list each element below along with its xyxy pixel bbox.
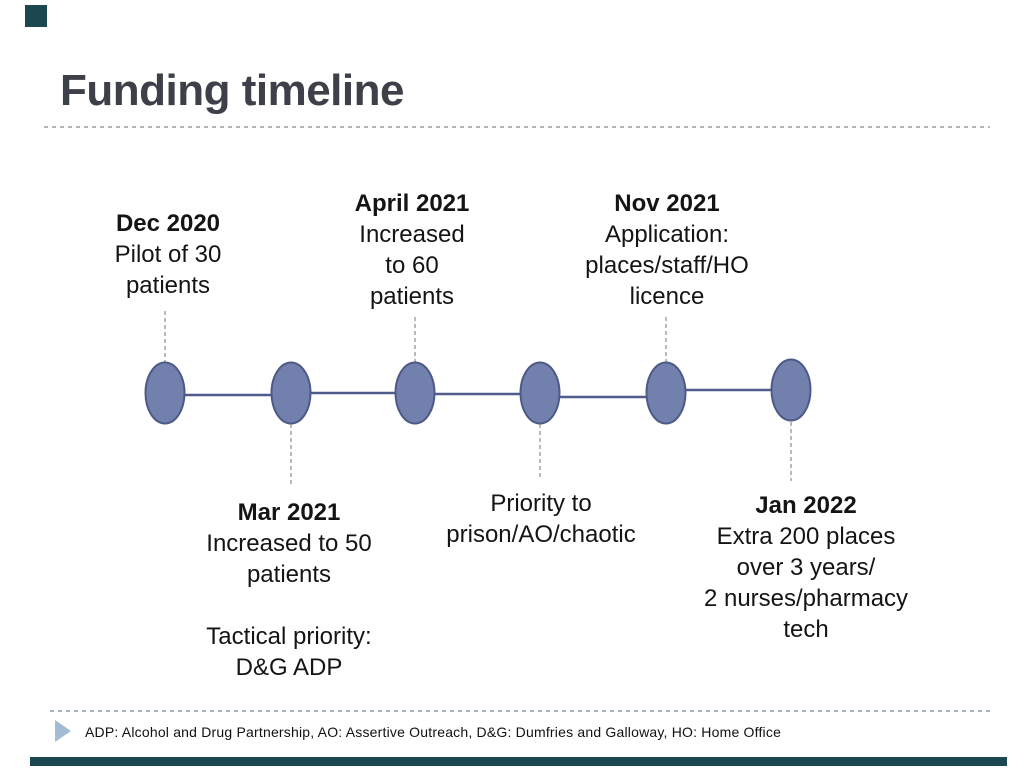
event-text-line: patients	[246, 561, 332, 588]
event-text-line: Application:	[604, 221, 730, 248]
footer-note: ADP: Alcohol and Drug Partnership, AO: A…	[85, 724, 782, 740]
event-text-line: Increased to 50	[206, 530, 372, 557]
timeline-event-jan-2022: Jan 2022 Extra 200 places over 3 years/ …	[704, 490, 908, 645]
event-text-line: tech	[783, 616, 829, 643]
bottom-accent-bar	[30, 757, 1007, 766]
event-text-line: licence	[629, 283, 705, 310]
timeline-node	[519, 361, 561, 425]
event-text-line: patients	[369, 283, 455, 310]
timeline-nodes	[144, 358, 812, 425]
timeline-event-dec-2020: Dec 2020 Pilot of 30 patients	[115, 208, 222, 301]
page-title: Funding timeline	[60, 66, 404, 115]
event-date: April 2021	[354, 190, 470, 217]
event-date: Nov 2021	[614, 190, 720, 217]
event-text-line: Tactical priority:	[206, 623, 372, 650]
timeline-event-april-2021: April 2021 Increased to 60 patients	[355, 188, 470, 312]
event-text-line: Pilot of 30	[114, 241, 222, 268]
event-text-line: over 3 years/	[736, 554, 876, 581]
bullet-triangle-icon	[55, 720, 71, 742]
leader-lines-below	[290, 422, 792, 486]
event-text-line: Increased	[359, 221, 465, 248]
event-date: Dec 2020	[115, 210, 221, 237]
event-text-line: D&G ADP	[235, 654, 343, 681]
timeline-event-priority: Priority to prison/AO/chaotic	[446, 488, 635, 550]
timeline-node	[645, 361, 687, 425]
timeline-node	[394, 361, 436, 425]
event-text-line: places/staff/HO	[585, 252, 749, 279]
event-date: Jan 2022	[755, 492, 857, 519]
leader-lines-above	[164, 311, 667, 362]
event-date: Mar 2021	[237, 499, 341, 526]
event-text-line: to 60	[385, 252, 439, 279]
timeline-node	[770, 358, 812, 422]
timeline-node	[144, 361, 186, 425]
timeline-event-mar-2021: Mar 2021 Increased to 50 patients Tactic…	[206, 497, 371, 683]
event-text-line: Extra 200 places	[716, 523, 896, 550]
event-text-line: 2 nurses/pharmacy	[703, 585, 909, 612]
timeline-axis	[165, 388, 791, 399]
event-text-line: Priority to	[490, 490, 592, 517]
event-text-line: patients	[125, 272, 211, 299]
footer-divider	[50, 710, 990, 712]
corner-accent-square	[25, 5, 47, 27]
event-text-line: prison/AO/chaotic	[446, 521, 636, 548]
timeline-node	[270, 361, 312, 425]
timeline-event-nov-2021: Nov 2021 Application: places/staff/HO li…	[585, 188, 749, 312]
event-text-line	[206, 590, 371, 621]
title-divider	[44, 126, 990, 128]
